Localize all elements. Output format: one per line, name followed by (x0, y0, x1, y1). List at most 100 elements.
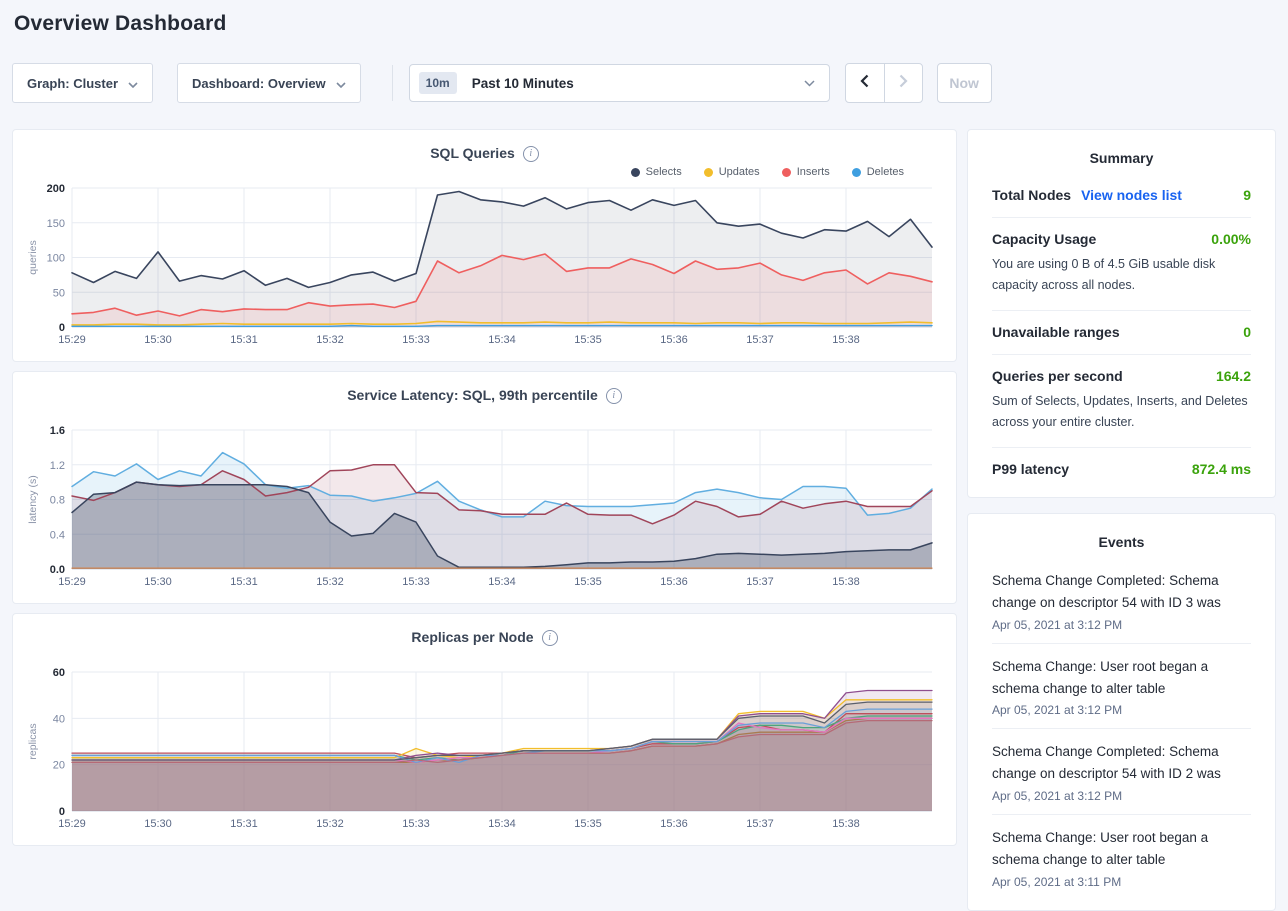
legend-item-deletes[interactable]: Deletes (851, 166, 904, 178)
event-message: Schema Change: User root began a schema … (992, 830, 1209, 868)
svg-text:latency (s): latency (s) (27, 475, 39, 523)
svg-text:15:35: 15:35 (574, 334, 602, 346)
overview-dashboard-page: Overview Dashboard Graph: Cluster Dashbo… (0, 12, 1288, 911)
chart-title-row: Replicas per Node i (13, 614, 956, 647)
replicas-per-node-chart[interactable]: 15:29 15:30 15:31 15:32 15:33 15:34 15:35 15:36… (24, 665, 946, 833)
svg-text:0.4: 0.4 (49, 529, 64, 541)
chart-title: Replicas per Node (411, 629, 534, 645)
info-icon[interactable]: i (541, 629, 558, 646)
legend-label: Inserts (796, 166, 830, 178)
svg-text:0: 0 (58, 806, 64, 818)
svg-text:15:35: 15:35 (574, 576, 602, 588)
svg-text:15:29: 15:29 (58, 334, 86, 346)
charts-column: SQL Queries i Selects Updates Inserts (12, 129, 957, 855)
svg-text:15:38: 15:38 (832, 576, 860, 588)
svg-text:15:31: 15:31 (230, 334, 258, 346)
legend-item-inserts[interactable]: Inserts (781, 166, 830, 178)
svg-text:100: 100 (46, 253, 64, 265)
event-timestamp: Apr 05, 2021 at 3:11 PM (992, 874, 1122, 889)
chart-title: SQL Queries (430, 145, 515, 161)
summary-value: 0.00% (1211, 231, 1251, 247)
time-prev-button[interactable] (846, 64, 884, 102)
service-latency-chart[interactable]: 15:29 15:30 15:31 15:32 15:33 15:34 15:35 15:36… (24, 423, 946, 591)
summary-value: 872.4 ms (1191, 461, 1251, 477)
svg-text:15:33: 15:33 (402, 334, 430, 346)
legend-label: Deletes (866, 166, 904, 178)
event-timestamp: Apr 05, 2021 at 3:12 PM (992, 617, 1123, 632)
svg-text:150: 150 (46, 218, 64, 230)
summary-row-capacity-usage: Capacity Usage 0.00% You are using 0 B o… (992, 218, 1251, 311)
event-timestamp: Apr 05, 2021 at 3:12 PM (992, 789, 1123, 804)
legend-item-selects[interactable]: Selects (630, 166, 682, 178)
legend-dot (851, 167, 861, 177)
svg-text:15:32: 15:32 (316, 334, 344, 346)
summary-row-p99-latency: P99 latency 872.4 ms (992, 448, 1251, 491)
chart-legend: Selects Updates Inserts Deletes (13, 163, 956, 181)
svg-text:15:38: 15:38 (832, 818, 860, 830)
svg-text:15:30: 15:30 (144, 818, 172, 830)
svg-text:0.0: 0.0 (49, 564, 64, 576)
chevron-down-icon (336, 76, 346, 91)
svg-text:15:29: 15:29 (58, 576, 86, 588)
legend-dot (703, 167, 713, 177)
summary-description: You are using 0 B of 4.5 GiB usable disk… (992, 257, 1216, 292)
svg-text:15:36: 15:36 (660, 818, 688, 830)
chart-title: Service Latency: SQL, 99th percentile (347, 387, 598, 403)
svg-text:15:37: 15:37 (746, 576, 774, 588)
sql-queries-chart[interactable]: 15:29 15:30 15:31 15:32 15:33 15:34 15:35 15:36… (24, 181, 946, 349)
dashboard-dropdown-label: Dashboard: Overview (192, 75, 326, 91)
svg-text:queries: queries (27, 240, 39, 274)
toolbar-divider (391, 65, 393, 101)
svg-text:15:38: 15:38 (832, 334, 860, 346)
summary-panel: Summary Total Nodes View nodes list 9 Ca… (967, 129, 1276, 498)
now-button[interactable]: Now (936, 63, 992, 103)
svg-text:50: 50 (52, 287, 64, 299)
legend-dot (630, 167, 640, 177)
svg-text:15:34: 15:34 (488, 818, 516, 830)
sql-queries-chart-panel: SQL Queries i Selects Updates Inserts (12, 129, 957, 362)
graph-dropdown-label: Graph: Cluster (27, 75, 119, 91)
summary-label: Total Nodes (992, 187, 1072, 203)
summary-row-unavailable-ranges: Unavailable ranges 0 (992, 311, 1251, 355)
time-range-picker[interactable]: 10m Past 10 Minutes (408, 64, 830, 102)
chart-title-row: SQL Queries i (13, 130, 956, 163)
time-range-label: Past 10 Minutes (471, 75, 574, 91)
svg-text:0.8: 0.8 (49, 495, 64, 507)
svg-text:15:29: 15:29 (58, 818, 86, 830)
event-item: Schema Change Completed: Schema change o… (992, 728, 1251, 814)
svg-text:15:30: 15:30 (144, 576, 172, 588)
svg-text:replicas: replicas (27, 723, 39, 759)
dashboard-dropdown[interactable]: Dashboard: Overview (177, 63, 361, 103)
chart-title-row: Service Latency: SQL, 99th percentile i (13, 372, 956, 405)
view-nodes-list-link[interactable]: View nodes list (1081, 187, 1182, 203)
legend-item-updates[interactable]: Updates (703, 166, 760, 178)
svg-text:15:34: 15:34 (488, 576, 516, 588)
info-icon[interactable]: i (605, 387, 622, 404)
time-range-badge: 10m (418, 72, 457, 94)
time-nav-group (844, 63, 923, 103)
event-item: Schema Change: User root began a schema … (992, 814, 1251, 900)
svg-text:1.2: 1.2 (49, 460, 64, 472)
summary-label: P99 latency (992, 461, 1070, 477)
info-icon[interactable]: i (522, 145, 539, 162)
summary-title: Summary (1089, 150, 1154, 166)
svg-text:15:32: 15:32 (316, 576, 344, 588)
summary-label: Queries per second (992, 368, 1123, 384)
svg-text:15:31: 15:31 (230, 576, 258, 588)
graph-dropdown[interactable]: Graph: Cluster (12, 63, 154, 103)
time-next-button[interactable] (883, 64, 922, 102)
summary-value: 0 (1243, 324, 1251, 340)
main-content: SQL Queries i Selects Updates Inserts (12, 129, 1276, 911)
svg-text:15:37: 15:37 (746, 334, 774, 346)
chart-legend-empty (13, 647, 956, 665)
page-title: Overview Dashboard (14, 12, 227, 35)
svg-text:15:31: 15:31 (230, 818, 258, 830)
svg-text:15:30: 15:30 (144, 334, 172, 346)
svg-text:15:37: 15:37 (746, 818, 774, 830)
summary-value: 9 (1243, 187, 1251, 203)
svg-text:40: 40 (52, 713, 64, 725)
event-item: Schema Change: User root began a schema … (992, 642, 1251, 729)
chevron-left-icon (860, 74, 869, 93)
legend-label: Updates (718, 166, 760, 178)
summary-label: Capacity Usage (992, 231, 1097, 247)
